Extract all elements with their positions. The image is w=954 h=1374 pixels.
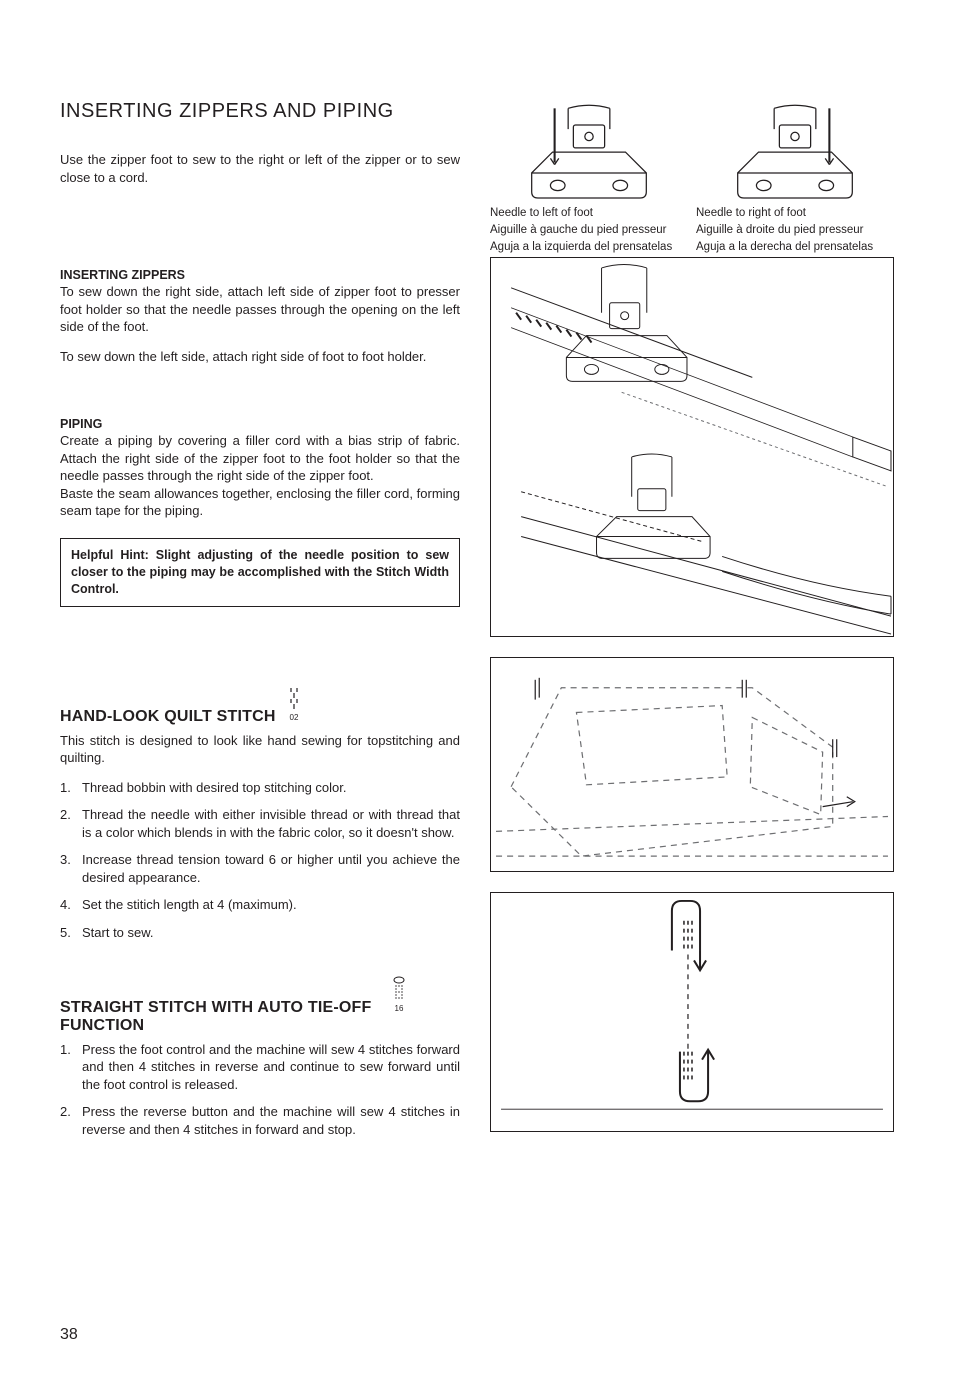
piping-heading: PIPING xyxy=(60,417,460,431)
page-number: 38 xyxy=(60,1326,78,1344)
zippers-p2: To sew down the left side, attach right … xyxy=(60,348,460,366)
left-column: INSERTING ZIPPERS AND PIPING Use the zip… xyxy=(60,100,460,1148)
straight-step: Press the reverse button and the machine… xyxy=(60,1103,460,1138)
page-title: INSERTING ZIPPERS AND PIPING xyxy=(60,100,460,123)
straight-heading-row: STRAIGHT STITCH WITH AUTO TIE-OFF FUNCTI… xyxy=(60,976,460,1035)
cap-left-fr: Aiguille à gauche du pied presseur xyxy=(490,223,688,238)
foot-diagrams-row: Needle to left of foot Aiguille à gauche… xyxy=(490,100,894,255)
piping-p2: Baste the seam allowances together, encl… xyxy=(60,485,460,520)
quilt-figure xyxy=(490,657,894,872)
hand-heading: HAND-LOOK QUILT STITCH xyxy=(60,708,276,726)
hand-step: Start to sew. xyxy=(60,924,460,942)
hand-heading-row: HAND-LOOK QUILT STITCH 02 xyxy=(60,687,460,726)
cap-left-es: Aguja a la izquierda del prensatelas xyxy=(490,240,688,255)
foot-right-svg xyxy=(696,100,894,204)
cap-right-en: Needle to right of foot xyxy=(696,206,894,221)
intro-paragraph: Use the zipper foot to sew to the right … xyxy=(60,151,460,186)
hint-box: Helpful Hint: Slight adjusting of the ne… xyxy=(60,538,460,607)
page: INSERTING ZIPPERS AND PIPING Use the zip… xyxy=(0,0,954,1374)
cap-left-en: Needle to left of foot xyxy=(490,206,688,221)
hand-step: Thread bobbin with desired top stitching… xyxy=(60,779,460,797)
zipper-piping-figure xyxy=(490,257,894,637)
straight-heading: STRAIGHT STITCH WITH AUTO TIE-OFF FUNCTI… xyxy=(60,999,380,1035)
hand-steps-list: Thread bobbin with desired top stitching… xyxy=(60,779,460,942)
foot-left-svg xyxy=(490,100,688,204)
hand-step: Thread the needle with either invisible … xyxy=(60,806,460,841)
zippers-p1: To sew down the right side, attach left … xyxy=(60,283,460,336)
straight-step: Press the foot control and the machine w… xyxy=(60,1041,460,1094)
stitch-icon-16: 16 xyxy=(390,976,408,1017)
cap-right-fr: Aiguille à droite du pied presseur xyxy=(696,223,894,238)
hand-step: Increase thread tension toward 6 or high… xyxy=(60,851,460,886)
two-column-layout: INSERTING ZIPPERS AND PIPING Use the zip… xyxy=(60,100,894,1148)
foot-left-cell: Needle to left of foot Aiguille à gauche… xyxy=(490,100,688,255)
piping-p1: Create a piping by covering a filler cor… xyxy=(60,432,460,485)
stitch-02-label: 02 xyxy=(289,713,298,721)
hand-step: Set the stitich length at 4 (maximum). xyxy=(60,896,460,914)
straight-steps-list: Press the foot control and the machine w… xyxy=(60,1041,460,1139)
right-column: Needle to left of foot Aiguille à gauche… xyxy=(490,100,894,1148)
foot-right-cell: Needle to right of foot Aiguille à droit… xyxy=(696,100,894,255)
tieoff-figure xyxy=(490,892,894,1132)
hand-intro: This stitch is designed to look like han… xyxy=(60,732,460,767)
zippers-heading: INSERTING ZIPPERS xyxy=(60,268,460,282)
stitch-icon-02: 02 xyxy=(286,687,302,726)
stitch-16-label: 16 xyxy=(395,1004,404,1012)
cap-right-es: Aguja a la derecha del prensatelas xyxy=(696,240,894,255)
